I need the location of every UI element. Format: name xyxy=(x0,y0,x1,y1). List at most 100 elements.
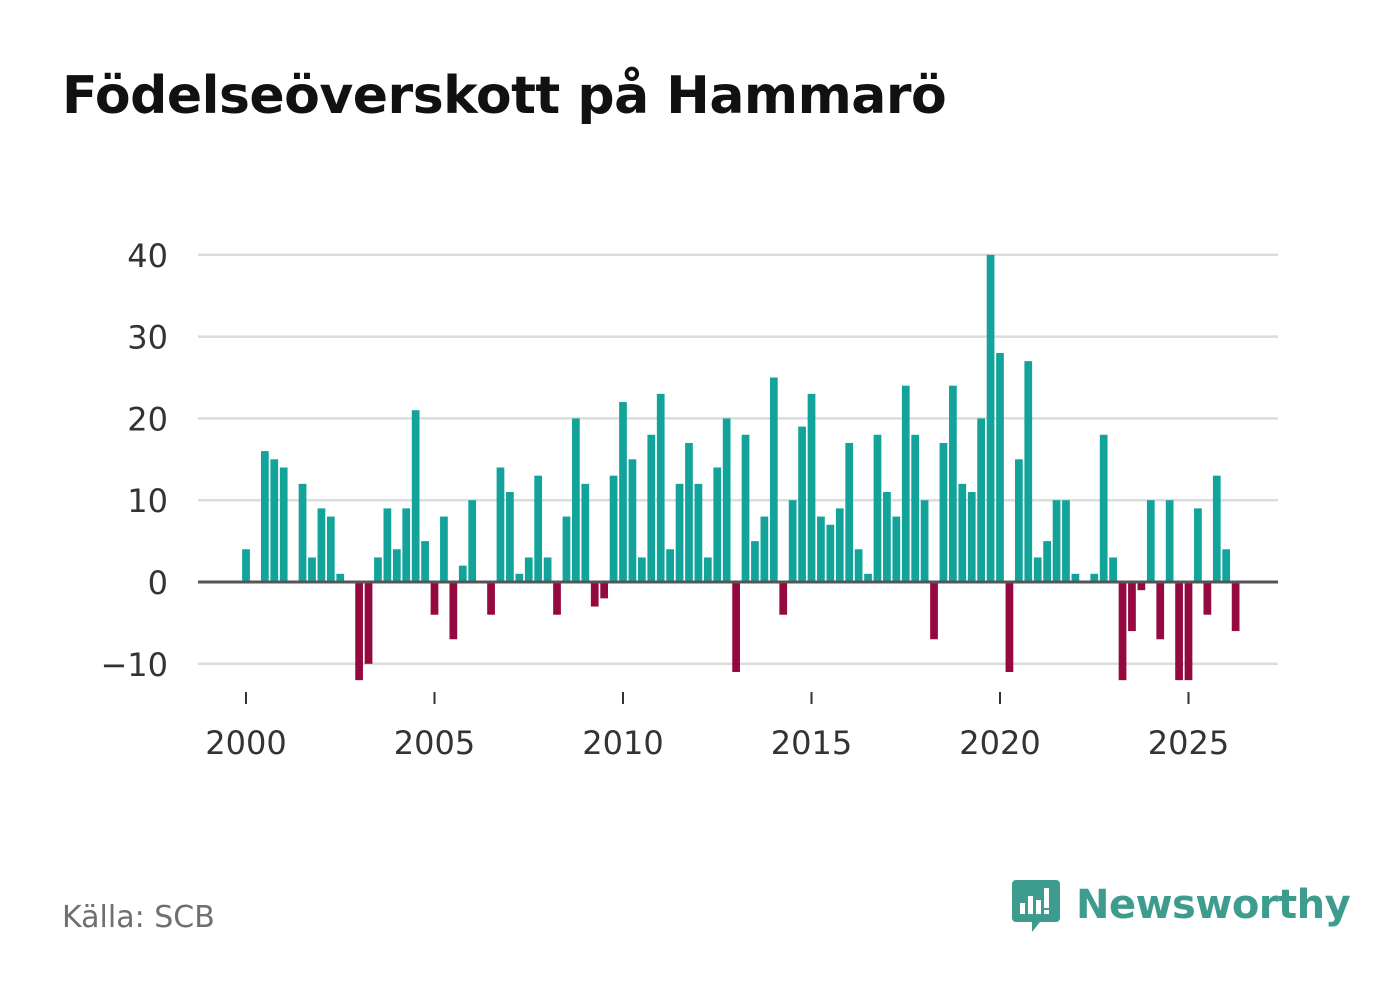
bar xyxy=(392,549,401,582)
bar xyxy=(732,582,740,672)
bar xyxy=(807,393,816,582)
bar xyxy=(1203,582,1212,615)
bar xyxy=(534,475,543,582)
x-tick-label: 2020 xyxy=(959,724,1040,762)
bar xyxy=(637,557,646,582)
bar xyxy=(901,385,910,582)
y-tick-label: −10 xyxy=(100,646,168,684)
x-tick-label: 2025 xyxy=(1148,724,1229,762)
bar xyxy=(1137,582,1146,591)
source-note: Källa: SCB xyxy=(62,900,215,935)
bar xyxy=(826,524,835,582)
bar xyxy=(1175,582,1183,681)
bar xyxy=(817,516,825,582)
bar xyxy=(1146,500,1155,582)
y-tick-label: 10 xyxy=(127,482,168,520)
bar xyxy=(788,500,797,582)
bar xyxy=(1184,582,1193,681)
bar xyxy=(609,475,618,582)
bar xyxy=(449,582,458,640)
y-tick-label: 30 xyxy=(127,319,168,357)
bar xyxy=(487,582,495,615)
bar xyxy=(675,483,684,582)
bar xyxy=(430,582,439,615)
bar xyxy=(374,557,382,582)
bar xyxy=(1222,549,1231,582)
bar xyxy=(1052,500,1061,582)
bar xyxy=(628,459,637,582)
bar xyxy=(779,582,788,615)
bar xyxy=(600,582,609,599)
bar xyxy=(242,549,250,582)
bar xyxy=(892,516,901,582)
bar xyxy=(1128,582,1136,632)
bar xyxy=(1109,557,1117,582)
bar xyxy=(977,418,986,582)
bar xyxy=(317,508,326,582)
bar xyxy=(798,426,806,582)
brand-name: Newsworthy xyxy=(1076,882,1351,928)
bar xyxy=(1062,500,1070,582)
bar xyxy=(967,492,976,582)
bar xyxy=(835,508,844,582)
bar xyxy=(298,483,307,582)
bar xyxy=(1090,573,1099,582)
bar xyxy=(326,516,335,582)
bar xyxy=(355,582,363,681)
bar xyxy=(873,434,882,582)
y-tick-label: 40 xyxy=(127,237,168,275)
bar xyxy=(421,541,429,582)
bar xyxy=(270,459,279,582)
bar xyxy=(911,434,920,582)
bar xyxy=(619,402,627,582)
bar xyxy=(336,573,345,582)
bar-chart-speech-bubble-icon xyxy=(1012,880,1060,932)
bar xyxy=(647,434,656,582)
bar xyxy=(279,467,288,582)
bar xyxy=(543,557,552,582)
bar xyxy=(1231,582,1240,632)
x-tick-label: 2015 xyxy=(771,724,852,762)
bar xyxy=(656,393,665,582)
bar xyxy=(524,557,533,582)
bar xyxy=(590,582,599,607)
bar xyxy=(883,492,891,582)
bar xyxy=(1014,459,1023,582)
bar xyxy=(562,516,571,582)
bar xyxy=(1033,557,1042,582)
chart-title: Födelseöverskott på Hammarö xyxy=(62,66,947,126)
bar xyxy=(1194,508,1202,582)
bar xyxy=(722,418,731,582)
bar xyxy=(1024,361,1033,582)
bar xyxy=(1071,573,1080,582)
bar xyxy=(760,516,769,582)
bar xyxy=(515,573,524,582)
bar xyxy=(402,508,411,582)
bar xyxy=(468,500,477,582)
brand-logo: Newsworthy xyxy=(1010,876,1351,934)
bar xyxy=(1118,582,1127,681)
bar xyxy=(553,582,561,615)
bar xyxy=(864,573,872,582)
bar xyxy=(751,541,759,582)
bar xyxy=(986,254,995,583)
bar xyxy=(703,557,712,582)
bar xyxy=(1005,582,1014,672)
bar xyxy=(854,549,863,582)
y-tick-label: 20 xyxy=(127,400,168,438)
bar xyxy=(1212,475,1221,582)
bar xyxy=(958,483,967,582)
bar xyxy=(496,467,505,582)
bar xyxy=(845,442,854,582)
bar xyxy=(572,418,580,582)
bar xyxy=(1156,582,1165,640)
bar xyxy=(308,557,316,582)
bar xyxy=(506,492,514,582)
bar xyxy=(996,352,1004,582)
tick-labels: −10 0 10 20 30 40 2000 2005 2010 2015 2020 2025 xyxy=(100,237,1229,762)
bar xyxy=(581,483,590,582)
bar xyxy=(364,582,373,664)
bar xyxy=(666,549,674,582)
bar xyxy=(383,508,392,582)
